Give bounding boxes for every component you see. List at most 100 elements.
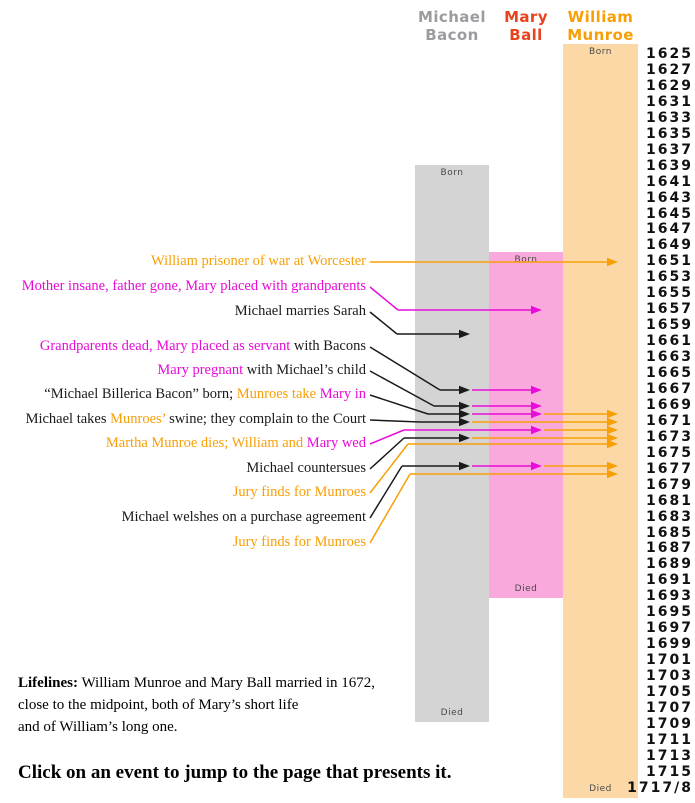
- year-label: 1667: [646, 380, 693, 397]
- event-label-segment: Mary in: [316, 386, 366, 402]
- event-label-segment: Martha Munroe dies; William and: [105, 435, 304, 451]
- year-label: 1709: [646, 715, 693, 732]
- born-label: Born: [514, 255, 538, 265]
- event-label-segment: Michael countersues: [246, 460, 366, 476]
- year-label: 1653: [646, 269, 693, 286]
- event-label[interactable]: Grandparents dead, Mary placed as servan…: [40, 338, 366, 355]
- year-label: 1631: [646, 93, 693, 110]
- year-label: 1629: [646, 77, 693, 94]
- year-label: 1627: [646, 61, 693, 78]
- event-label[interactable]: “Michael Billerica Bacon” born; Munroes …: [44, 386, 366, 403]
- year-label: 1641: [646, 173, 693, 190]
- event-label[interactable]: Jury finds for Munroes: [233, 484, 366, 501]
- year-label: 1671: [646, 412, 693, 429]
- lifeline-bar-michael-bacon: Born Died: [415, 165, 489, 722]
- year-label: 1689: [646, 556, 693, 573]
- year-label: 1683: [646, 508, 693, 525]
- year-label: 1717/8: [627, 779, 693, 796]
- year-label: 1665: [646, 365, 693, 381]
- footnote-lead: Lifelines:: [18, 675, 78, 691]
- footnote-line3: and of William’s long one.: [18, 719, 178, 735]
- event-label[interactable]: Martha Munroe dies; William and Mary wed: [106, 435, 366, 452]
- event-label-segment: Mary pregnant: [157, 362, 244, 378]
- year-label: 1657: [646, 301, 693, 318]
- header-name-line2: Munroe: [567, 26, 634, 44]
- event-label-segment: Michael welshes on a purchase agreement: [121, 509, 366, 525]
- year-label: 1643: [646, 189, 693, 206]
- instruction-text: Click on an event to jump to the page th…: [18, 762, 452, 783]
- footnote-line2: close to the midpoint, both of Mary’s sh…: [18, 697, 299, 713]
- year-label: 1703: [646, 668, 693, 685]
- column-header-william-munroe: William Munroe: [556, 8, 646, 44]
- year-label: 1673: [646, 428, 693, 445]
- header-name-line1: Michael: [418, 8, 486, 26]
- header-name-line1: Mary: [504, 8, 548, 26]
- year-label: 1713: [646, 747, 693, 764]
- event-label[interactable]: Mother insane, father gone, Mary placed …: [22, 278, 366, 295]
- event-label[interactable]: Michael welshes on a purchase agreement: [122, 509, 366, 526]
- year-label: 1669: [646, 396, 693, 413]
- event-label-segment: with Bacons: [290, 338, 366, 354]
- lifeline-bar-william-munroe: Born Died: [563, 44, 638, 798]
- lifeline-bar-mary-ball: Born Died: [489, 252, 563, 598]
- event-label[interactable]: Michael takes Munroes’ swine; they compl…: [26, 411, 366, 428]
- event-label-segment: swine; they complain to the Court: [165, 411, 366, 427]
- year-label: 1635: [646, 125, 693, 142]
- year-label: 1651: [646, 253, 693, 270]
- event-label-segment: Munroes’: [110, 411, 166, 427]
- year-label: 1705: [646, 684, 693, 700]
- died-label: Died: [514, 584, 538, 594]
- year-label: 1675: [646, 444, 693, 461]
- event-label-segment: Mary wed: [303, 435, 366, 451]
- column-header-michael-bacon: Michael Bacon: [407, 8, 497, 44]
- year-label: 1687: [646, 540, 693, 557]
- year-label: 1677: [646, 460, 693, 477]
- year-label: 1691: [646, 572, 693, 589]
- year-label: 1707: [646, 699, 693, 716]
- event-label-segment: Munroes take: [233, 386, 317, 402]
- died-label: Died: [440, 708, 464, 718]
- year-label: 1649: [646, 237, 693, 254]
- year-label: 1697: [646, 620, 693, 637]
- year-label: 1655: [646, 285, 693, 302]
- year-label: 1685: [646, 524, 693, 541]
- event-label-segment: William prisoner of war at Worcester: [150, 253, 366, 269]
- year-label: 1681: [646, 492, 693, 509]
- born-label: Born: [440, 168, 464, 178]
- footnote-line1: Lifelines: William Munroe and Mary Ball …: [18, 675, 375, 691]
- year-label: 1715: [646, 763, 693, 780]
- event-label-segment: “Michael Billerica Bacon” born;: [44, 386, 234, 402]
- footnote: Lifelines: William Munroe and Mary Ball …: [18, 672, 375, 738]
- year-label: 1679: [646, 476, 693, 493]
- event-label[interactable]: William prisoner of war at Worcester: [151, 253, 366, 270]
- year-label: 1693: [646, 588, 693, 605]
- year-label: 1625: [646, 46, 693, 62]
- year-label: 1645: [646, 205, 693, 222]
- year-label: 1699: [646, 636, 693, 653]
- header-name-line2: Ball: [509, 26, 543, 44]
- born-label: Born: [589, 47, 612, 57]
- event-label-segment: with Michael’s child: [243, 362, 366, 378]
- header-name-line1: William: [567, 8, 634, 26]
- event-label[interactable]: Michael marries Sarah: [235, 303, 366, 320]
- year-label: 1647: [646, 221, 693, 238]
- year-label: 1659: [646, 317, 693, 334]
- year-label: 1661: [646, 333, 693, 350]
- year-label: 1639: [646, 157, 693, 174]
- event-label[interactable]: Jury finds for Munroes: [233, 534, 366, 551]
- year-label: 1663: [646, 349, 693, 366]
- event-label[interactable]: Mary pregnant with Michael’s child: [157, 362, 366, 379]
- column-header-mary-ball: Mary Ball: [481, 8, 571, 44]
- event-label[interactable]: Michael countersues: [246, 460, 366, 477]
- event-label-segment: Jury finds for Munroes: [232, 484, 366, 500]
- event-label-segment: Jury finds for Munroes: [232, 534, 366, 550]
- event-label-segment: Michael takes: [25, 411, 111, 427]
- event-label-segment: Grandparents dead, Mary placed as servan…: [39, 338, 291, 354]
- died-label: Died: [589, 784, 612, 794]
- year-label: 1695: [646, 604, 693, 621]
- year-label: 1711: [646, 731, 693, 748]
- year-label: 1633: [646, 109, 693, 126]
- event-label-segment: Mother insane, father gone, Mary placed …: [21, 278, 366, 294]
- year-label: 1701: [646, 652, 693, 669]
